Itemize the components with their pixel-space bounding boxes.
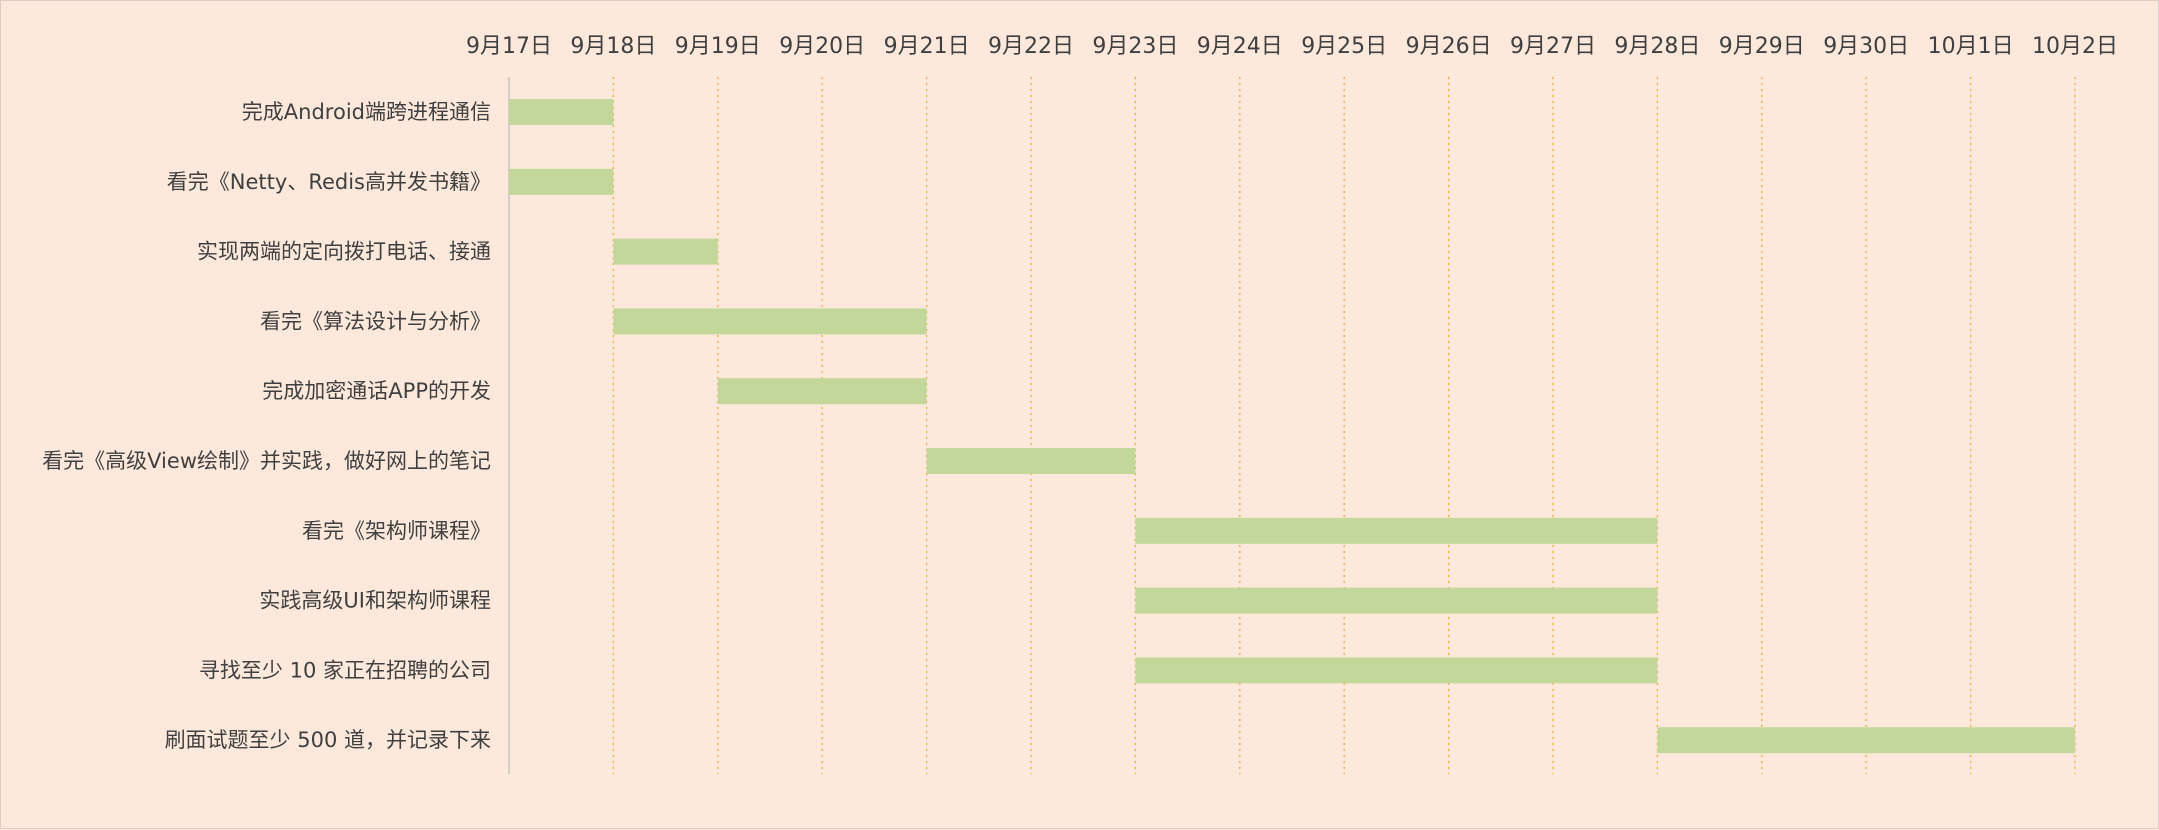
x-tick-label: 9月23日 [1092, 34, 1178, 59]
task-bar [926, 448, 1136, 474]
task-bar [1135, 517, 1658, 544]
task-labels: 完成Android端跨进程通信看完《Netty、Redis高并发书籍》实现两端的… [42, 100, 491, 752]
task-label: 看完《高级View绘制》并实践，做好网上的笔记 [42, 449, 491, 473]
task-label: 看完《算法设计与分析》 [260, 309, 491, 333]
task-bar [1135, 587, 1658, 614]
task-label: 看完《Netty、Redis高并发书籍》 [167, 170, 491, 194]
task-bar [613, 238, 718, 265]
task-bar [613, 308, 927, 335]
x-tick-labels: 9月17日 9月18日 9月19日 9月20日 9月21日 9月22日 9月23日 9月24日… [466, 34, 2118, 59]
task-bar [509, 168, 614, 195]
task-bar [1135, 657, 1658, 684]
task-bar [717, 378, 927, 405]
x-tick-label: 10月1日 [1928, 34, 2014, 59]
x-tick-label: 9月19日 [675, 34, 761, 59]
x-tick-label: 9月29日 [1719, 34, 1805, 59]
task-label: 刷面试题至少 500 道，并记录下来 [165, 728, 491, 752]
x-tick-label: 9月27日 [1510, 34, 1596, 59]
x-tick-label: 9月17日 [466, 34, 552, 59]
x-tick-label: 9月28日 [1614, 34, 1700, 59]
x-tick-label: 9月21日 [884, 34, 970, 59]
x-tick-label: 9月30日 [1823, 34, 1909, 59]
x-tick-label: 9月26日 [1406, 34, 1492, 59]
task-label: 看完《架构师课程》 [302, 519, 491, 543]
task-bar [509, 99, 614, 125]
x-tick-label: 9月20日 [779, 34, 865, 59]
x-tick-label: 9月22日 [988, 34, 1074, 59]
task-label: 完成加密通话APP的开发 [262, 379, 491, 403]
x-tick-label: 9月18日 [570, 34, 656, 59]
task-label: 实践高级UI和架构师课程 [259, 589, 491, 613]
x-tick-label: 10月2日 [2032, 34, 2118, 59]
gridlines [612, 77, 2076, 774]
x-tick-label: 9月25日 [1301, 34, 1387, 59]
task-bar [1657, 727, 2075, 754]
x-tick-label: 9月24日 [1197, 34, 1283, 59]
task-label: 完成Android端跨进程通信 [242, 100, 491, 124]
task-label: 寻找至少 10 家正在招聘的公司 [199, 658, 491, 682]
task-bars [509, 99, 2075, 754]
task-label: 实现两端的定向拨打电话、接通 [197, 240, 491, 264]
